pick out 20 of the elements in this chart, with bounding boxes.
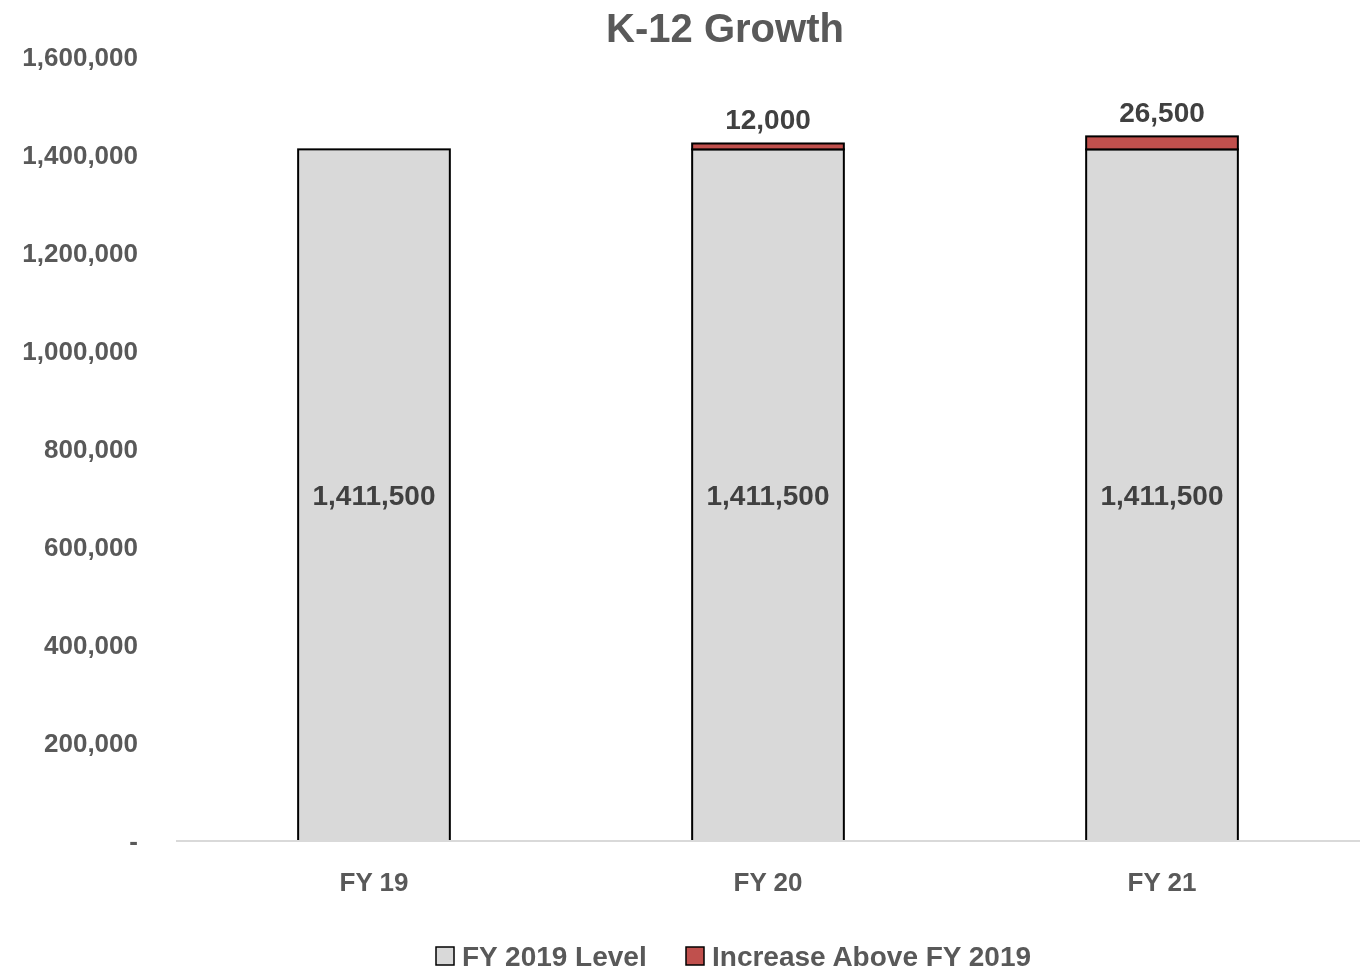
x-tick-label: FY 21 [1127, 867, 1197, 897]
y-tick-label: 600,000 [44, 532, 138, 562]
x-tick-label: FY 19 [339, 867, 409, 897]
data-label: 1,411,500 [1100, 480, 1224, 512]
data-label: 12,000 [725, 104, 811, 136]
y-tick-label: 800,000 [44, 434, 138, 464]
chart-title: K-12 Growth [606, 6, 844, 50]
x-tick-label: FY 20 [733, 867, 803, 897]
y-tick-label: 200,000 [44, 728, 138, 758]
data-label: 1,411,500 [706, 480, 830, 512]
y-tick-label: - [129, 826, 138, 856]
data-label: 1,411,500 [312, 480, 436, 512]
y-tick-label: 400,000 [44, 630, 138, 660]
y-tick-label: 1,000,000 [22, 336, 138, 366]
y-tick-label: 1,400,000 [22, 140, 138, 170]
y-tick-label: 1,200,000 [22, 238, 138, 268]
legend-label: Increase Above FY 2019 [712, 941, 1032, 972]
legend-label: FY 2019 Level [462, 941, 647, 972]
y-tick-label: 1,600,000 [22, 42, 138, 72]
data-label: 26,500 [1119, 97, 1205, 129]
